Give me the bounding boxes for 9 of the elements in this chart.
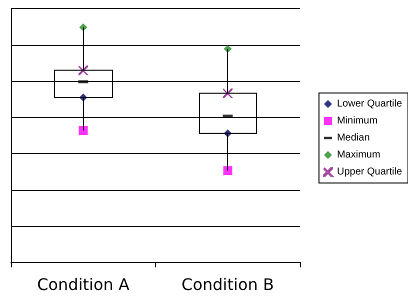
- point: [223, 166, 232, 176]
- legend-label: Median: [336, 132, 370, 144]
- x-tick-label: Condition A: [37, 274, 130, 294]
- legend-label: Minimum: [336, 116, 378, 126]
- legend-label: Upper Quartile: [336, 166, 402, 178]
- point: [78, 126, 88, 135]
- x-tick-label: Condition B: [182, 274, 274, 294]
- legend-label: Maximum: [336, 150, 380, 160]
- legend-label: Lower Quartile: [336, 98, 402, 110]
